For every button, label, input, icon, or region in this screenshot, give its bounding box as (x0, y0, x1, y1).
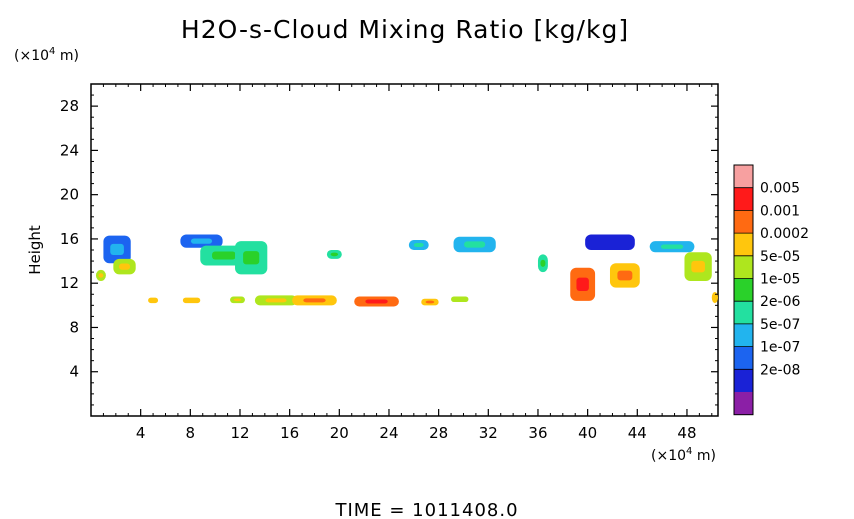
cloud-feature-core (330, 252, 339, 257)
colorbar-label: 0.001 (760, 203, 800, 219)
x-tick-label: 44 (628, 424, 647, 442)
y-tick-label: 8 (69, 318, 79, 336)
cloud-feature-core (190, 238, 213, 244)
x-tick-label: 28 (429, 424, 448, 442)
cloud-feature-core (691, 260, 705, 273)
cloud-features (95, 234, 718, 307)
x-ticks: 4 8 12 16 20 24 28 32 36 40 44 48 (102, 84, 713, 442)
cloud-feature-core (425, 300, 435, 304)
cloud-feature-core (660, 244, 684, 249)
cloud-feature-core (365, 299, 388, 304)
y-axis-label: Height (26, 225, 44, 275)
colorbar-swatch (734, 210, 753, 234)
colorbar-swatch (734, 369, 753, 392)
y-tick-label: 24 (60, 141, 79, 159)
colorbar-swatch (734, 323, 753, 347)
cloud-feature-core (118, 263, 131, 270)
x-unit-label: (×104 m) (651, 446, 716, 464)
colorbar: 0.005 0.001 0.0002 5e-05 1e-05 2e-06 5e-07 1e-0… (733, 164, 809, 416)
x-tick-label: 24 (379, 424, 398, 442)
x-tick-label: 36 (528, 424, 547, 442)
cloud-feature-core (233, 298, 242, 302)
colorbar-swatch (734, 346, 753, 370)
y-ticks: 4 8 12 16 20 24 28 (60, 94, 718, 406)
colorbar-label: 5e-07 (760, 317, 800, 333)
colorbar-swatch (734, 301, 753, 324)
colorbar-label: 1e-07 (760, 340, 800, 356)
cloud-feature (451, 296, 469, 303)
colorbar-label: 0.0002 (760, 226, 809, 242)
time-label: TIME = 1011408.0 (334, 500, 518, 519)
colorbar-swatch (734, 278, 753, 302)
colorbar-frame (733, 164, 754, 416)
y-tick-label: 4 (69, 363, 79, 381)
cloud-feature-core (576, 277, 589, 291)
cloud-feature-core (303, 298, 326, 303)
colorbar-swatch (734, 233, 753, 256)
x-tick-label: 4 (136, 424, 146, 442)
cloud-feature (182, 297, 201, 304)
colorbar-swatch (734, 187, 753, 211)
x-tick-label: 16 (280, 424, 299, 442)
cloud-feature (148, 297, 159, 304)
x-tick-label: 40 (578, 424, 597, 442)
y-tick-label: 12 (60, 274, 79, 292)
cloud-feature-core (110, 243, 124, 255)
colorbar-label: 0.005 (760, 181, 800, 197)
cloud-feature-core (540, 259, 546, 267)
cloud-feature (711, 292, 718, 304)
colorbar-label: 1e-05 (760, 272, 800, 288)
y-tick-label: 28 (60, 97, 79, 115)
cloud-feature-core (413, 243, 424, 248)
colorbar-swatch (734, 255, 753, 279)
cloud-feature-core (464, 241, 486, 248)
cloud-feature-core (212, 251, 236, 260)
colorbar-swatch (734, 392, 753, 415)
colorbar-label: 2e-06 (760, 294, 800, 310)
cloud-feature-core (265, 298, 287, 303)
cloud-feature-core (243, 251, 260, 265)
colorbar-label: 2e-08 (760, 362, 800, 378)
cloud-feature (585, 234, 635, 250)
x-tick-label: 20 (330, 424, 349, 442)
chart-title: H2O-s-Cloud Mixing Ratio [kg/kg] (181, 15, 629, 44)
x-tick-label: 32 (479, 424, 498, 442)
cloud-feature-core (617, 270, 633, 281)
x-tick-label: 8 (186, 424, 196, 442)
colorbar-swatch (734, 165, 753, 188)
x-tick-label: 12 (230, 424, 249, 442)
cloud-feature-core (98, 273, 104, 278)
x-tick-label: 48 (677, 424, 696, 442)
y-tick-label: 20 (60, 186, 79, 204)
y-tick-label: 16 (60, 230, 79, 248)
y-unit-label: (×104 m) (14, 46, 79, 64)
colorbar-label: 5e-05 (760, 249, 800, 265)
